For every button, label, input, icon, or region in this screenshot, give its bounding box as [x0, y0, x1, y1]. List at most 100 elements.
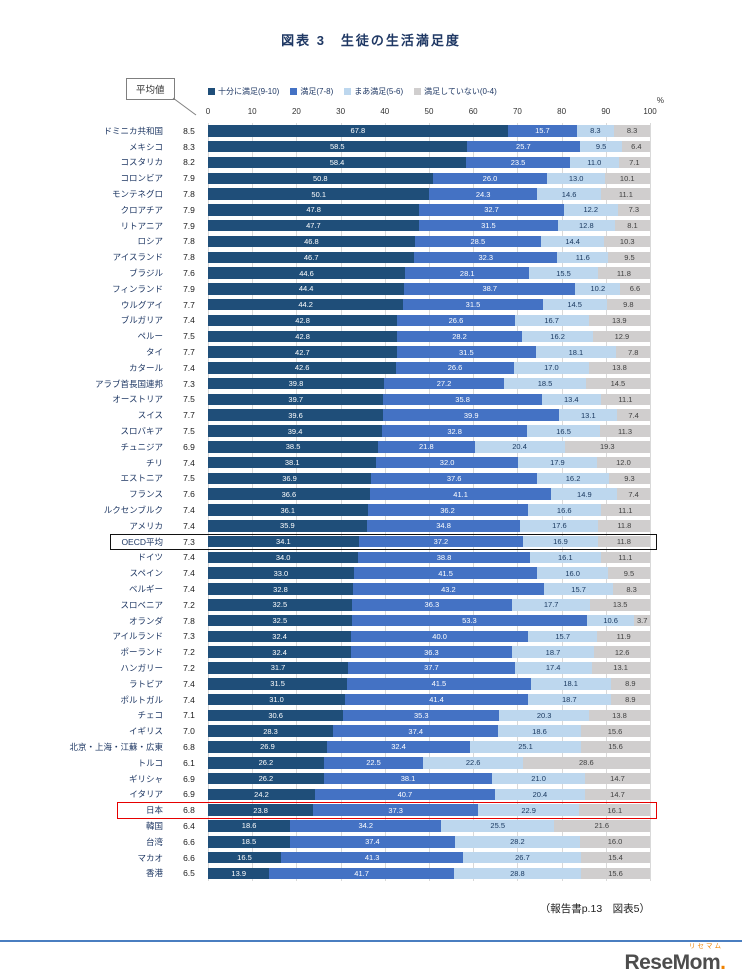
bar-segment: 17.0	[513, 362, 589, 374]
bar-segment: 18.6	[498, 725, 581, 737]
bar-segment: 58.4	[208, 156, 467, 169]
bar-segment: 36.3	[351, 646, 512, 658]
bar-segment: 6.4	[622, 140, 650, 153]
bar-segment: 47.8	[208, 204, 420, 216]
bar-segment: 17.7	[512, 599, 591, 611]
bar-segment: 14.7	[585, 788, 650, 801]
average-value: 8.2	[183, 157, 195, 168]
chart-row: OECD平均 7.3 34.1 37.2 16.9 11.8	[20, 533, 657, 550]
legend: 十分に満足(9-10) 満足(7-8) まあ満足(5-6) 満足していない(0-4)	[208, 85, 742, 97]
legend-swatch	[344, 87, 352, 95]
stacked-bar: 38.5 21.8 20.4 19.3	[208, 441, 650, 453]
chart-row: オーストリア 7.5 39.7 35.8 13.4 11.1	[20, 392, 650, 408]
bar-segment: 16.9	[523, 535, 598, 548]
bar-segment: 38.5	[208, 441, 379, 453]
stacked-bar: 34.0 38.8 16.1 11.1	[208, 551, 650, 564]
chart-row: スイス 7.7 39.6 39.9 13.1 7.4	[20, 407, 650, 423]
country-label: オーストリア	[112, 394, 163, 405]
average-value: 7.6	[183, 268, 195, 279]
country-label: ドミニカ共和国	[103, 125, 163, 136]
stacked-bar: 36.6 41.1 14.9 7.4	[208, 488, 650, 500]
gridline	[208, 123, 209, 882]
chart-rows: ドミニカ共和国 8.5 67.8 15.7 8.3 8.3 メキシコ 8.3 58.5 25.7 9…	[20, 123, 742, 881]
bar-segment: 26.6	[396, 362, 514, 374]
bar-segment: 50.8	[208, 172, 433, 185]
stacked-bar: 26.2 38.1 21.0 14.7	[208, 772, 650, 785]
bar-segment: 40.0	[351, 630, 528, 643]
country-label: フィンランド	[112, 283, 163, 294]
legend-item: 満足していない(0-4)	[414, 86, 497, 97]
average-value: 7.2	[183, 599, 195, 610]
chart-row: チェコ 7.1 30.6 35.3 20.3 13.8	[20, 707, 650, 723]
bar-segment: 16.5	[208, 851, 281, 864]
bar-segment: 34.8	[366, 520, 521, 532]
bar-segment: 13.9	[588, 314, 650, 327]
bar-segment: 16.2	[537, 472, 609, 485]
legend-item: まあ満足(5-6)	[344, 86, 403, 97]
stacked-bar: 26.2 22.5 22.6 28.6	[208, 757, 650, 769]
stacked-bar: 42.7 31.5 18.1 7.8	[208, 346, 650, 358]
bar-segment: 47.7	[208, 219, 419, 232]
stacked-bar: 30.6 35.3 20.3 13.8	[208, 709, 650, 722]
chart-row: メキシコ 8.3 58.5 25.7 9.5 6.4	[20, 139, 650, 155]
bar-segment: 22.5	[323, 757, 424, 769]
bar-segment: 11.0	[569, 156, 619, 169]
bar-segment: 24.2	[208, 788, 315, 801]
average-value: 7.0	[183, 726, 195, 737]
bar-segment: 36.6	[208, 488, 370, 500]
chart-row: ロシア 7.8 46.8 28.5 14.4 10.3	[20, 234, 650, 250]
bar-segment: 9.5	[608, 251, 650, 264]
chart-row: アイルランド 7.3 32.4 40.0 15.7 11.9	[20, 629, 650, 645]
bar-segment: 14.4	[540, 235, 605, 248]
bar-segment: 13.5	[590, 599, 650, 611]
average-value: 7.8	[183, 189, 195, 200]
axis-tick-label: 70	[512, 107, 522, 116]
average-value: 7.1	[183, 710, 195, 721]
chart-row: コロンビア 7.9 50.8 26.0 13.0 10.1	[20, 170, 650, 186]
average-annotation-box: 平均値	[126, 78, 175, 100]
bar-segment: 30.6	[208, 709, 344, 722]
chart-row: スペイン 7.4 33.0 41.5 16.0 9.5	[20, 565, 650, 581]
bar-segment: 42.6	[208, 362, 397, 374]
bar-segment: 42.8	[208, 330, 398, 342]
bar-segment: 32.4	[326, 741, 471, 753]
gridline	[429, 123, 430, 882]
bar-segment: 38.1	[208, 456, 377, 469]
axis-tick-label: 50	[424, 107, 434, 116]
country-label: スロベニア	[120, 599, 163, 610]
chart-row: イタリア 6.9 24.2 40.7 20.4 14.7	[20, 786, 650, 802]
bar-segment: 31.5	[396, 346, 536, 358]
bar-segment: 28.3	[208, 725, 334, 737]
bar-segment: 14.9	[551, 488, 618, 500]
bar-segment: 9.8	[606, 298, 650, 311]
legend-label: まあ満足(5-6)	[354, 86, 404, 96]
bar-segment: 13.1	[559, 409, 618, 421]
bar-segment: 26.9	[208, 741, 327, 753]
chart-row: タイ 7.7 42.7 31.5 18.1 7.8	[20, 344, 650, 360]
chart-row: マカオ 6.6 16.5 41.3 26.7 15.4	[20, 850, 650, 866]
chart-row: アメリカ 7.4 35.9 34.8 17.6 11.8	[20, 518, 650, 534]
legend-label: 満足していない(0-4)	[424, 86, 497, 96]
stacked-bar: 38.1 32.0 17.9 12.0	[208, 456, 650, 469]
axis-tick-label: 10	[247, 107, 257, 116]
bar-segment: 26.6	[397, 314, 515, 327]
bar-segment: 32.4	[208, 646, 352, 658]
bar-segment: 32.8	[208, 583, 353, 595]
chart-row: ハンガリー 7.2 31.7 37.7 17.4 13.1	[20, 660, 650, 676]
axis-tick-label: 40	[380, 107, 390, 116]
country-label: スペイン	[129, 568, 163, 579]
bar-segment: 32.5	[208, 614, 352, 627]
chart-row: オランダ 7.8 32.5 53.3 10.6 3.7	[20, 613, 650, 629]
bar-segment: 67.8	[208, 125, 508, 137]
stacked-bar: 31.7 37.7 17.4 13.1	[208, 662, 650, 674]
country-label: アラブ首長国連邦	[94, 378, 163, 389]
bar-segment: 7.1	[618, 156, 650, 169]
bar-segment: 33.0	[208, 567, 354, 579]
country-label: カタール	[128, 362, 163, 373]
country-label: メキシコ	[128, 141, 163, 152]
stacked-bar: 50.8 26.0 13.0 10.1	[208, 172, 650, 185]
average-value: 7.3	[183, 536, 195, 547]
stacked-bar: 33.0 41.5 16.0 9.5	[208, 567, 650, 579]
chart-row: ベルギー 7.4 32.8 43.2 15.7 8.3	[20, 581, 650, 597]
chart-row: コスタリカ 8.2 58.4 23.5 11.0 7.1	[20, 155, 650, 171]
